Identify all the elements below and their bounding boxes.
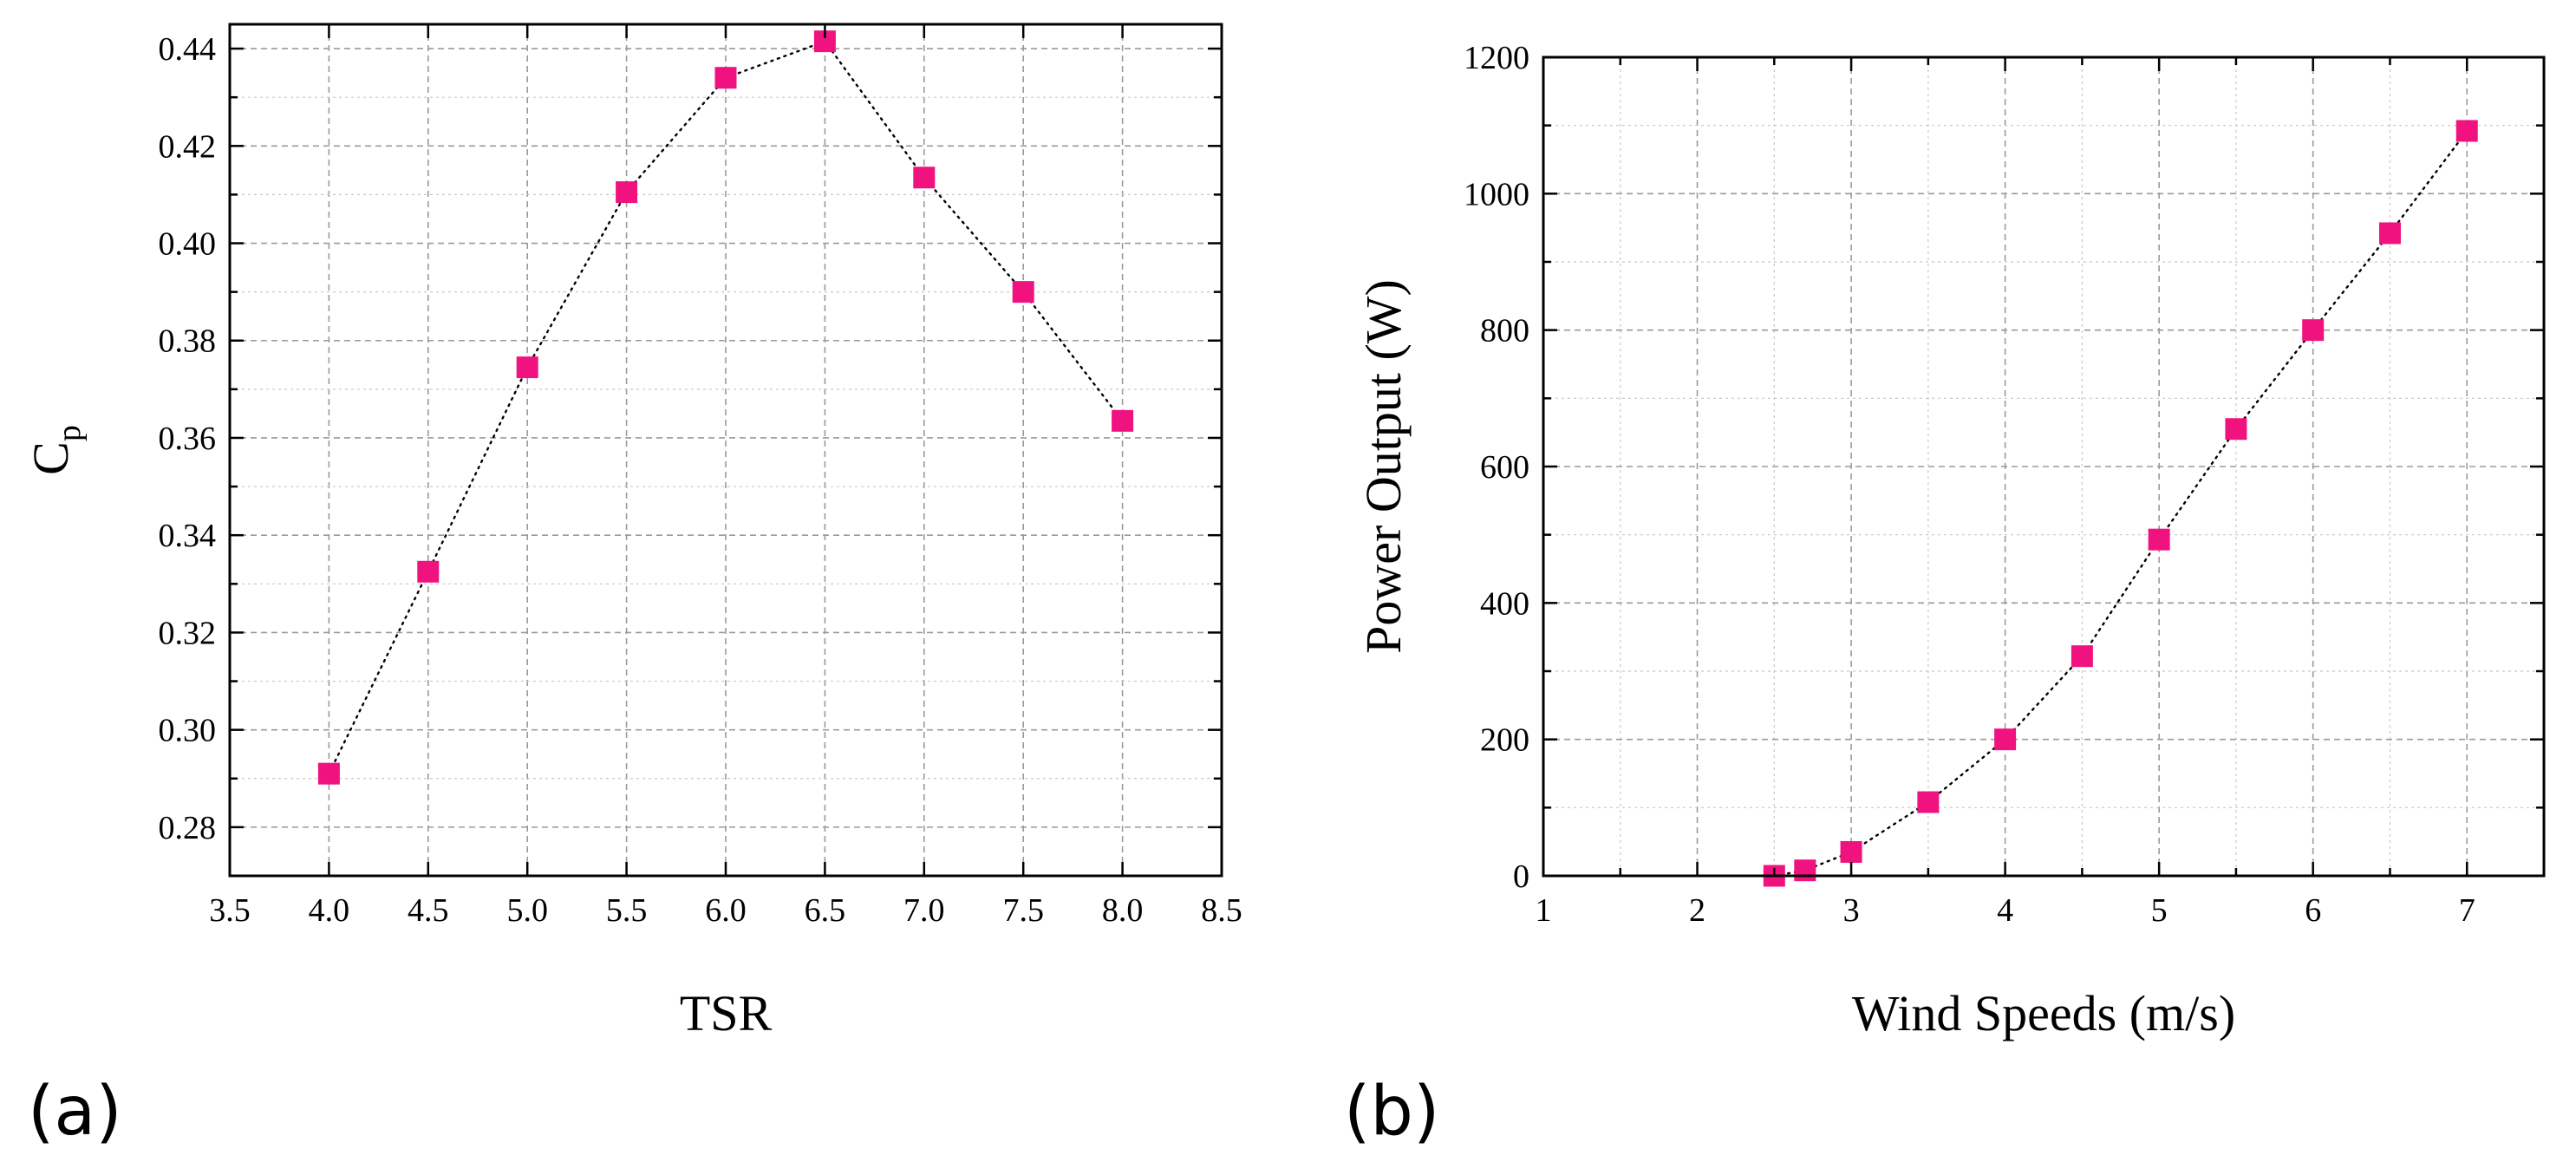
grid-a [230,24,1222,876]
data-point [1112,409,1134,432]
x-axis-title-b: Wind Speeds (m/s) [1852,985,2235,1041]
data-point [616,181,638,204]
x-tick-label: 5.0 [506,892,548,929]
y-axis-title-a: Cp [23,425,88,475]
ticks-a [228,24,1223,878]
x-tick-label: 4 [1997,892,2013,929]
data-point [1012,281,1034,304]
data-point [1840,840,1862,863]
x-tick-label: 2 [1689,892,1705,929]
y-tick-label: 0.32 [159,615,217,651]
x-tick-label: 8.5 [1201,892,1242,929]
data-point [2225,418,2247,441]
data-point [2378,222,2401,245]
y-tick-label: 1200 [1464,40,1529,76]
chart-panel-b: 1 2 3 4 5 6 7 0 200 400 600 800 1000 1200 Wind Speeds… [1344,40,2546,1151]
data-point [2455,120,2478,142]
grid-b [1543,57,2544,876]
y-tick-label: 800 [1480,313,1529,349]
y-axis-title-b: Power Output (W) [1355,279,1412,654]
data-point [317,762,340,785]
x-tick-label: 6 [2305,892,2321,929]
series-b [1763,120,2478,887]
x-tick-label: 6.0 [705,892,747,929]
tick-labels-a: 3.5 4.0 4.5 5.0 5.5 6.0 6.5 7.0 7.5 8.0 8.5 0.28 0.3… [159,31,1242,929]
data-point [913,166,936,189]
data-point [1794,859,1816,882]
x-tick-label: 3 [1843,892,1860,929]
y-tick-label: 400 [1480,585,1529,622]
y-tick-label: 0.34 [159,518,217,554]
x-tick-label: 8.0 [1102,892,1144,929]
x-tick-label: 1 [1536,892,1552,929]
x-tick-label: 3.5 [209,892,251,929]
y-tick-label: 200 [1480,722,1529,759]
y-tick-label: 0.40 [159,226,217,263]
data-point [1994,728,2017,751]
y-tick-label: 0 [1513,858,1529,895]
ticks-b [1542,55,2546,878]
x-tick-label: 7.5 [1002,892,1044,929]
y-tick-label: 0.30 [159,713,217,749]
x-axis-title-a: TSR [680,985,773,1041]
y-tick-label: 0.38 [159,323,217,360]
data-point [2302,319,2325,342]
data-point [516,356,538,379]
chart-panel-a: 3.5 4.0 4.5 5.0 5.5 6.0 6.5 7.0 7.5 8.0 8.5 0.28 0.3… [23,23,1242,1151]
series-line [1773,129,2468,878]
data-point [1917,791,1940,813]
x-tick-label: 4.0 [309,892,350,929]
data-point [714,67,737,89]
x-tick-label: 4.5 [408,892,449,929]
data-point [2148,528,2170,551]
y-tick-label: 600 [1480,449,1529,486]
y-tick-label: 0.42 [159,128,217,165]
y-axis-title-sub-a: p [51,425,88,441]
tick-labels-b: 1 2 3 4 5 6 7 0 200 400 600 800 1000 1200 [1464,40,2475,929]
x-tick-label: 7 [2459,892,2475,929]
x-tick-label: 7.0 [903,892,945,929]
y-axis-title-main-a: C [23,441,79,475]
y-tick-label: 0.36 [159,421,217,457]
data-point [2071,645,2093,668]
x-tick-label: 6.5 [805,892,846,929]
series-a [317,30,1134,785]
x-tick-label: 5 [2151,892,2168,929]
data-point [417,560,440,583]
y-tick-label: 0.28 [159,810,217,846]
y-axis-title-main-b: Power Output (W) [1355,279,1412,654]
x-tick-label: 5.5 [606,892,648,929]
panel-label-a: (a) [28,1073,122,1151]
panel-label-b: (b) [1344,1073,1439,1151]
y-tick-label: 0.44 [159,31,217,68]
y-tick-label: 1000 [1464,176,1529,212]
